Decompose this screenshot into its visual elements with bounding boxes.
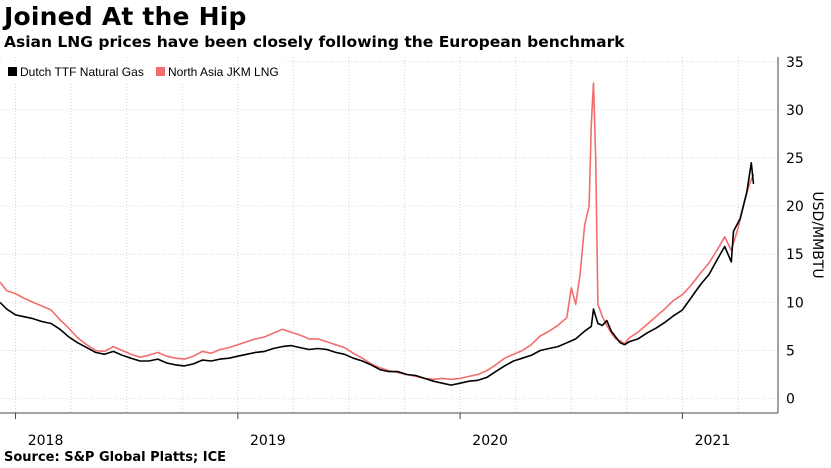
y-tick-label: 30	[786, 103, 804, 119]
y-tick-label: 0	[786, 392, 795, 408]
y-tick-label: 35	[786, 55, 804, 71]
y-tick-label: 5	[786, 343, 795, 359]
x-tick-label: 2019	[250, 433, 286, 449]
x-tick-label: 2020	[472, 433, 508, 449]
y-tick-label: 15	[786, 247, 804, 263]
legend-entry: North Asia JKM LNG	[168, 65, 279, 79]
series-line-ttf	[0, 162, 755, 386]
chart-subtitle: Asian LNG prices have been closely follo…	[4, 33, 625, 51]
series-line-jkm	[0, 82, 755, 381]
x-tick-label: 2018	[28, 433, 64, 449]
legend-swatch	[156, 67, 165, 76]
y-tick-label: 25	[786, 151, 804, 167]
legend-box	[2, 61, 283, 82]
legend-entry: Dutch TTF Natural Gas	[20, 65, 144, 79]
source-note: Source: S&P Global Platts; ICE	[4, 450, 226, 465]
y-axis-label: USD/MMBTU	[809, 191, 825, 278]
legend-swatch	[8, 67, 17, 76]
y-tick-label: 10	[786, 295, 804, 311]
chart-title: Joined At the Hip	[4, 2, 247, 31]
x-tick-label: 2021	[695, 433, 731, 449]
y-tick-label: 20	[786, 199, 804, 215]
